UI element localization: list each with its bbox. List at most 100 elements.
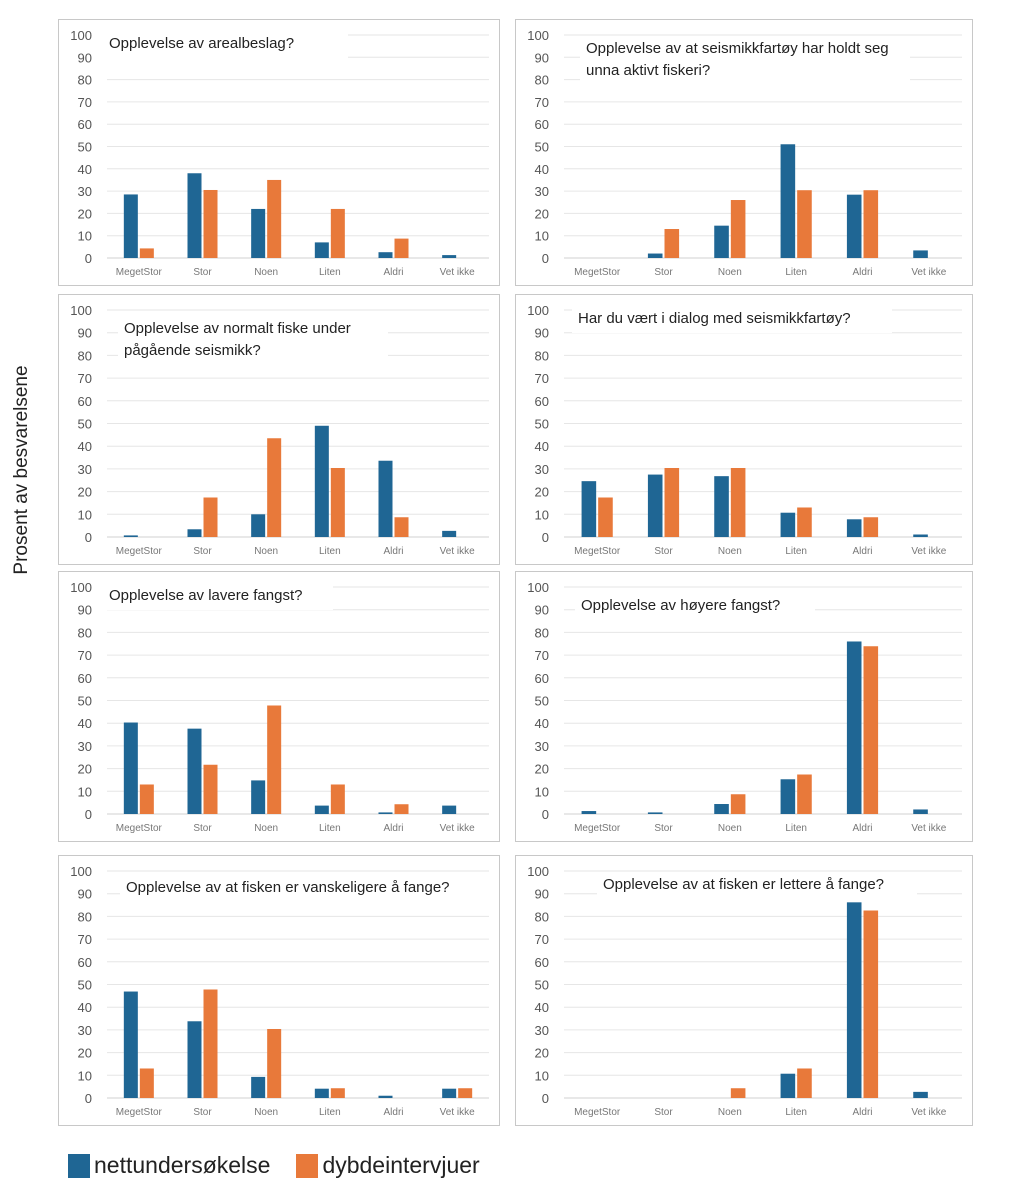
bar-nettundersokelse-noen — [714, 225, 729, 258]
bar-nettundersokelse-stor — [187, 1021, 202, 1098]
title-background — [118, 317, 388, 365]
y-tick-label: 40 — [535, 162, 549, 177]
y-tick-label: 20 — [535, 206, 549, 221]
y-tick-label: 60 — [78, 955, 92, 970]
x-tick-label: Stor — [193, 267, 212, 278]
y-tick-label: 30 — [78, 1023, 92, 1038]
y-tick-label: 10 — [78, 507, 92, 522]
title-background — [103, 584, 333, 610]
y-tick-label: 60 — [535, 394, 549, 409]
y-tick-label: 60 — [535, 671, 549, 686]
y-tick-label: 40 — [78, 716, 92, 731]
bar-dybdeintervjuer-liten — [330, 467, 345, 537]
y-tick-label: 70 — [78, 95, 92, 110]
bar-nettundersokelse-noen — [251, 1076, 266, 1098]
y-tick-label: 70 — [78, 371, 92, 386]
legend-item-dybdeintervjuer: dybdeintervjuer — [296, 1152, 480, 1179]
bar-nettundersokelse-vet-ikke — [442, 805, 457, 814]
bar-nettundersokelse-liten — [314, 805, 329, 814]
x-tick-label: Liten — [319, 546, 341, 557]
y-tick-label: 0 — [85, 1091, 92, 1106]
y-tick-label: 80 — [78, 625, 92, 640]
bar-nettundersokelse-stor — [647, 253, 663, 258]
y-tick-label: 40 — [535, 716, 549, 731]
x-tick-label: Vet ikke — [911, 823, 946, 834]
x-tick-label: Stor — [193, 1107, 212, 1118]
bar-dybdeintervjuer-liten — [330, 1088, 345, 1098]
y-tick-label: 80 — [78, 909, 92, 924]
y-tick-label: 30 — [78, 462, 92, 477]
x-tick-label: Liten — [785, 1107, 807, 1118]
y-tick-label: 0 — [85, 807, 92, 822]
title-background — [580, 37, 910, 85]
x-tick-label: Liten — [319, 823, 341, 834]
chart-svg: 0 10 20 30 40 50 60 70 80 90 100 Opplevelse av lave… — [70, 580, 489, 834]
bar-dybdeintervjuer-vet-ikke — [458, 1088, 473, 1098]
chart-panel-holdt-seg-unna: 0 10 20 30 40 50 60 70 80 90 100 Opplevelse av at s… — [515, 19, 973, 286]
chart-panel-normalt-fiske: 0 10 20 30 40 50 60 70 80 90 100 Opplevelse av norm… — [58, 294, 500, 565]
y-tick-label: 80 — [535, 348, 549, 363]
y-tick-label: 40 — [78, 162, 92, 177]
y-tick-label: 10 — [535, 507, 549, 522]
bar-nettundersokelse-liten — [780, 144, 796, 258]
y-tick-label: 70 — [535, 371, 549, 386]
x-tick-label: MegetStor — [574, 1107, 621, 1118]
y-tick-label: 60 — [78, 671, 92, 686]
x-tick-label: Liten — [785, 823, 807, 834]
bar-dybdeintervjuer-aldri — [863, 190, 879, 258]
bar-dybdeintervjuer-noen — [730, 794, 746, 814]
bar-dybdeintervjuer-stor — [664, 467, 680, 537]
y-tick-label: 40 — [78, 439, 92, 454]
bar-nettundersokelse-noen — [251, 780, 266, 814]
legend-label-nettundersokelse: nettundersøkelse — [94, 1152, 271, 1178]
chart-panel-lavere-fangst: 0 10 20 30 40 50 60 70 80 90 100 Opplevelse av lave… — [58, 571, 500, 842]
x-tick-label: Aldri — [383, 1107, 403, 1118]
bar-nettundersokelse-noen — [251, 208, 266, 258]
bar-nettundersokelse-megetstor — [123, 194, 138, 258]
chart-title: Opplevelse av normalt fiske under — [124, 320, 351, 337]
x-tick-label: Stor — [654, 546, 673, 557]
y-tick-label: 100 — [527, 580, 549, 595]
bar-dybdeintervjuer-aldri — [394, 238, 409, 258]
bar-dybdeintervjuer-noen — [267, 1028, 282, 1098]
y-tick-label: 80 — [78, 348, 92, 363]
chart-svg: 0 10 20 30 40 50 60 70 80 90 100 Opplevelse av area… — [70, 28, 489, 278]
x-tick-label: MegetStor — [116, 1107, 163, 1118]
chart-svg: 0 10 20 30 40 50 60 70 80 90 100 Opplevelse av at f… — [527, 864, 962, 1118]
chart-title: Opplevelse av at fisken er vanskeligere … — [126, 879, 450, 896]
y-tick-label: 100 — [70, 864, 92, 879]
x-tick-label: Noen — [718, 267, 742, 278]
bar-dybdeintervjuer-liten — [797, 1068, 812, 1098]
bar-nettundersokelse-megetstor — [123, 535, 138, 537]
x-tick-label: MegetStor — [116, 546, 163, 557]
bar-nettundersokelse-liten — [314, 425, 329, 537]
bar-nettundersokelse-liten — [314, 242, 329, 258]
y-tick-label: 0 — [542, 1091, 549, 1106]
bar-dybdeintervjuer-aldri — [863, 910, 879, 1098]
x-tick-label: Aldri — [383, 546, 403, 557]
y-tick-label: 90 — [535, 887, 549, 902]
x-tick-label: Vet ikke — [440, 267, 475, 278]
bar-nettundersokelse-megetstor — [581, 481, 597, 537]
y-tick-label: 90 — [78, 887, 92, 902]
y-tick-label: 50 — [535, 978, 549, 993]
y-tick-label: 50 — [78, 140, 92, 155]
y-tick-label: 90 — [78, 603, 92, 618]
x-tick-label: Noen — [718, 823, 742, 834]
legend-label-dybdeintervjuer: dybdeintervjuer — [322, 1152, 480, 1178]
chart-title: unna aktivt fiskeri? — [586, 62, 710, 79]
bar-nettundersokelse-liten — [780, 512, 796, 537]
x-tick-label: MegetStor — [116, 267, 163, 278]
y-tick-label: 100 — [70, 580, 92, 595]
y-tick-label: 70 — [535, 932, 549, 947]
y-tick-label: 20 — [535, 1046, 549, 1061]
bar-dybdeintervjuer-noen — [730, 1088, 746, 1098]
bar-dybdeintervjuer-liten — [797, 190, 812, 258]
x-tick-label: Aldri — [852, 546, 872, 557]
bar-dybdeintervjuer-noen — [730, 467, 746, 537]
chart-title: Opplevelse av lavere fangst? — [109, 587, 302, 604]
y-tick-label: 50 — [535, 417, 549, 432]
chart-title: Opplevelse av at seismikkfartøy har hold… — [586, 40, 889, 57]
bar-dybdeintervjuer-liten — [797, 774, 812, 814]
y-tick-label: 0 — [542, 807, 549, 822]
